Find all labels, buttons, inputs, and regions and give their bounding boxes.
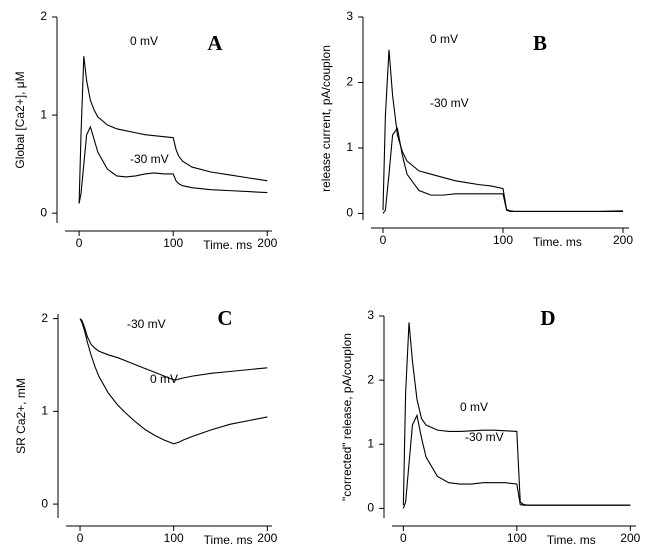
x-tick-label: 100: [493, 233, 513, 247]
x-tick-label: 100: [507, 531, 527, 545]
series-label: 0 mV: [150, 372, 178, 386]
x-axis-label: Time. ms: [533, 235, 582, 249]
y-tick-label: 2: [346, 75, 353, 89]
y-tick-label: 0: [41, 496, 48, 510]
y-axis-label: release current, pA/couplon: [319, 45, 333, 192]
y-axis-label: Global [Ca2+], μM: [13, 71, 27, 168]
y-tick-label: 1: [41, 404, 48, 418]
x-axis-label: Time. ms: [204, 533, 253, 547]
series-line: [78, 125, 268, 204]
series-label: 0 mV: [130, 34, 158, 48]
y-tick-label: 2: [367, 372, 374, 386]
y-tick-label: 1: [40, 107, 47, 121]
y-axis-label: SR Ca2+, mM: [14, 378, 28, 454]
x-tick-label: 200: [613, 233, 633, 247]
x-tick-label: 200: [257, 531, 277, 545]
series-line: [79, 318, 268, 381]
x-axis-label: Time. ms: [203, 238, 252, 252]
x-tick-label: 100: [164, 531, 184, 545]
series-line: [382, 49, 624, 213]
y-tick-label: 3: [367, 308, 374, 322]
series-line: [402, 413, 631, 509]
x-tick-label: 0: [77, 531, 84, 545]
y-tick-label: 1: [367, 436, 374, 450]
x-axis-label: Time. ms: [547, 533, 596, 547]
y-tick-label: 3: [346, 9, 353, 23]
series-label: 0 mV: [460, 400, 488, 414]
x-tick-label: 0: [380, 233, 387, 247]
y-tick-label: 0: [40, 205, 47, 219]
series-label: -30 mV: [130, 152, 169, 166]
panel-title: A: [207, 31, 223, 55]
x-tick-label: 0: [76, 236, 83, 250]
series-label: -30 mV: [465, 430, 504, 444]
panel-title: D: [540, 306, 555, 330]
x-tick-label: 0: [400, 531, 407, 545]
y-tick-label: 0: [367, 501, 374, 515]
x-tick-label: 100: [163, 236, 183, 250]
series-line: [79, 318, 268, 445]
y-tick-label: 2: [41, 311, 48, 325]
series-line: [382, 126, 623, 214]
x-tick-label: 200: [257, 236, 277, 250]
y-tick-label: 2: [40, 9, 47, 23]
y-axis-label: "corrected" release, pA/couplon: [340, 333, 354, 501]
series-line: [78, 56, 268, 204]
panel-title: B: [533, 31, 547, 55]
series-label: 0 mV: [430, 32, 458, 46]
series-line: [402, 322, 631, 506]
series-label: -30 mV: [127, 317, 166, 331]
x-tick-label: 200: [620, 531, 640, 545]
y-tick-label: 1: [346, 140, 353, 154]
panel-title: C: [217, 306, 232, 330]
y-tick-label: 0: [346, 206, 353, 220]
series-label: -30 mV: [430, 96, 469, 110]
